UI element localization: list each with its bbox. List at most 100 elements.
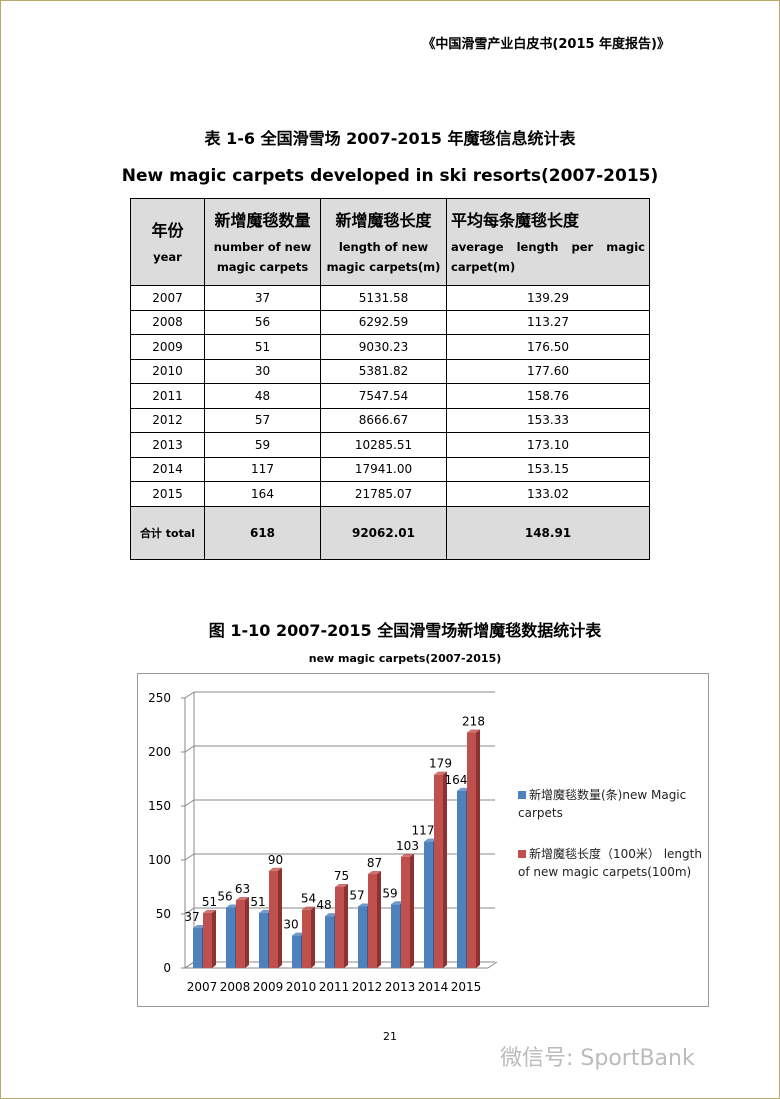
bar-length bbox=[434, 774, 443, 968]
col-length: 新增魔毯长度 length of new magic carpets(m) bbox=[320, 198, 447, 286]
x-tick-label: 2011 bbox=[319, 980, 350, 994]
gridline-diag bbox=[184, 961, 195, 969]
table-row: 2011 48 7547.54 158.76 bbox=[130, 383, 650, 409]
col-en: average length per magic carpet(m) bbox=[451, 240, 645, 274]
table-cell: 113.27 bbox=[446, 309, 650, 335]
data-label: 117 bbox=[412, 824, 435, 838]
data-label: 57 bbox=[349, 888, 364, 902]
data-label: 90 bbox=[268, 853, 283, 867]
table-cell: 153.33 bbox=[446, 407, 650, 433]
bar-top bbox=[457, 787, 470, 791]
legend-swatch-red bbox=[518, 850, 526, 858]
legend-item-count: 新增魔毯数量(条)new Magic carpets bbox=[518, 786, 703, 822]
gridline-diag bbox=[184, 853, 195, 861]
y-tick-label: 150 bbox=[148, 799, 171, 813]
bar-side bbox=[476, 729, 480, 968]
bar-count bbox=[358, 906, 367, 968]
table-cell: 9030.23 bbox=[320, 334, 447, 360]
table-row: 2010 30 5381.82 177.60 bbox=[130, 358, 650, 384]
table-cell: 176.50 bbox=[446, 334, 650, 360]
col-zh: 年份 bbox=[151, 221, 184, 240]
table-cell: 117 bbox=[204, 456, 321, 482]
table-cell: 37 bbox=[204, 285, 321, 311]
legend-label: 新增魔毯数量(条)new Magic carpets bbox=[518, 788, 687, 820]
bar-side bbox=[443, 771, 447, 968]
total-cell: 92062.01 bbox=[320, 505, 447, 560]
bar-top bbox=[226, 904, 239, 908]
table-subtitle: New magic carpets developed in ski resor… bbox=[121, 166, 659, 186]
total-cell: 618 bbox=[204, 505, 321, 560]
bar-side bbox=[278, 867, 282, 968]
table-cell: 48 bbox=[204, 383, 321, 409]
data-label: 103 bbox=[396, 839, 419, 853]
bar-length bbox=[368, 874, 377, 968]
legend-label: 新增魔毯长度（100米） length of new magic carpets… bbox=[518, 847, 702, 879]
bar-count bbox=[325, 916, 334, 968]
bar-top bbox=[259, 909, 272, 913]
bar-top bbox=[302, 906, 315, 910]
bar-side bbox=[377, 871, 381, 968]
bar-count bbox=[391, 904, 400, 968]
chart-title: new magic carpets(2007-2015) bbox=[308, 652, 502, 665]
bar-count bbox=[292, 935, 301, 968]
magic-carpet-table: 年份 year 新增魔毯数量 number of new magic carpets… bbox=[130, 198, 650, 560]
table-cell: 57 bbox=[204, 407, 321, 433]
table-row: 2009 51 9030.23 176.50 bbox=[130, 334, 650, 360]
report-header: 《中国滑雪产业白皮书(2015 年度报告)》 bbox=[422, 37, 670, 52]
x-tick-label: 2014 bbox=[418, 980, 449, 994]
col-average: 平均每条魔毯长度 average length per magic carpet(… bbox=[446, 198, 650, 286]
x-tick-label: 2013 bbox=[385, 980, 416, 994]
bar-length bbox=[302, 909, 311, 968]
data-label: 51 bbox=[202, 895, 217, 909]
bar-top bbox=[368, 871, 381, 875]
bar-top bbox=[325, 913, 338, 917]
bar-count bbox=[226, 907, 235, 968]
col-zh: 新增魔毯长度 bbox=[335, 211, 432, 230]
data-label: 179 bbox=[429, 757, 452, 771]
gridline-diag bbox=[184, 799, 195, 807]
col-count: 新增魔毯数量 number of new magic carpets bbox=[204, 198, 321, 286]
data-label: 75 bbox=[334, 869, 349, 883]
data-label: 164 bbox=[445, 773, 468, 787]
table-row: 2007 37 5131.58 139.29 bbox=[130, 285, 650, 311]
data-label: 218 bbox=[462, 715, 485, 729]
table-cell: 17941.00 bbox=[320, 456, 447, 482]
table-cell: 5131.58 bbox=[320, 285, 447, 311]
table-row: 2012 57 8666.67 153.33 bbox=[130, 407, 650, 433]
table-cell: 164 bbox=[204, 481, 321, 507]
data-label: 87 bbox=[367, 856, 382, 870]
x-tick-label: 2015 bbox=[451, 980, 482, 994]
bar-side bbox=[212, 909, 216, 968]
col-en: number of new magic carpets bbox=[213, 240, 312, 274]
gridline-diag bbox=[184, 907, 195, 915]
watermark: 微信号: SportBank bbox=[500, 1046, 695, 1071]
col-en: length of new magic carpets(m) bbox=[326, 240, 441, 274]
table-cell: 10285.51 bbox=[320, 432, 447, 458]
table-cell: 6292.59 bbox=[320, 309, 447, 335]
y-tick-label: 250 bbox=[148, 691, 171, 705]
data-label: 30 bbox=[283, 918, 298, 932]
bar-top bbox=[358, 903, 371, 907]
data-label: 48 bbox=[316, 898, 331, 912]
bar-count bbox=[424, 841, 433, 968]
bar-side bbox=[410, 853, 414, 968]
x-tick-label: 2012 bbox=[352, 980, 383, 994]
bar-top bbox=[391, 901, 404, 905]
table-cell: 133.02 bbox=[446, 481, 650, 507]
bar-count bbox=[457, 790, 466, 968]
data-label: 37 bbox=[184, 910, 199, 924]
data-label: 51 bbox=[250, 895, 265, 909]
bar-top bbox=[292, 932, 305, 936]
bar-length bbox=[203, 912, 212, 968]
total-row: 合计 total 618 92062.01 148.91 bbox=[130, 505, 650, 560]
bar-count bbox=[259, 912, 268, 968]
bar-count bbox=[193, 928, 202, 968]
legend-item-length: 新增魔毯长度（100米） length of new magic carpets… bbox=[518, 845, 703, 881]
bar-top bbox=[434, 771, 447, 775]
table-header-row: 年份 year 新增魔毯数量 number of new magic carpets… bbox=[130, 198, 650, 286]
bar-length bbox=[335, 887, 344, 968]
y-tick-label: 200 bbox=[148, 745, 171, 759]
total-cell: 合计 total bbox=[130, 505, 205, 560]
back-wall bbox=[184, 692, 195, 969]
